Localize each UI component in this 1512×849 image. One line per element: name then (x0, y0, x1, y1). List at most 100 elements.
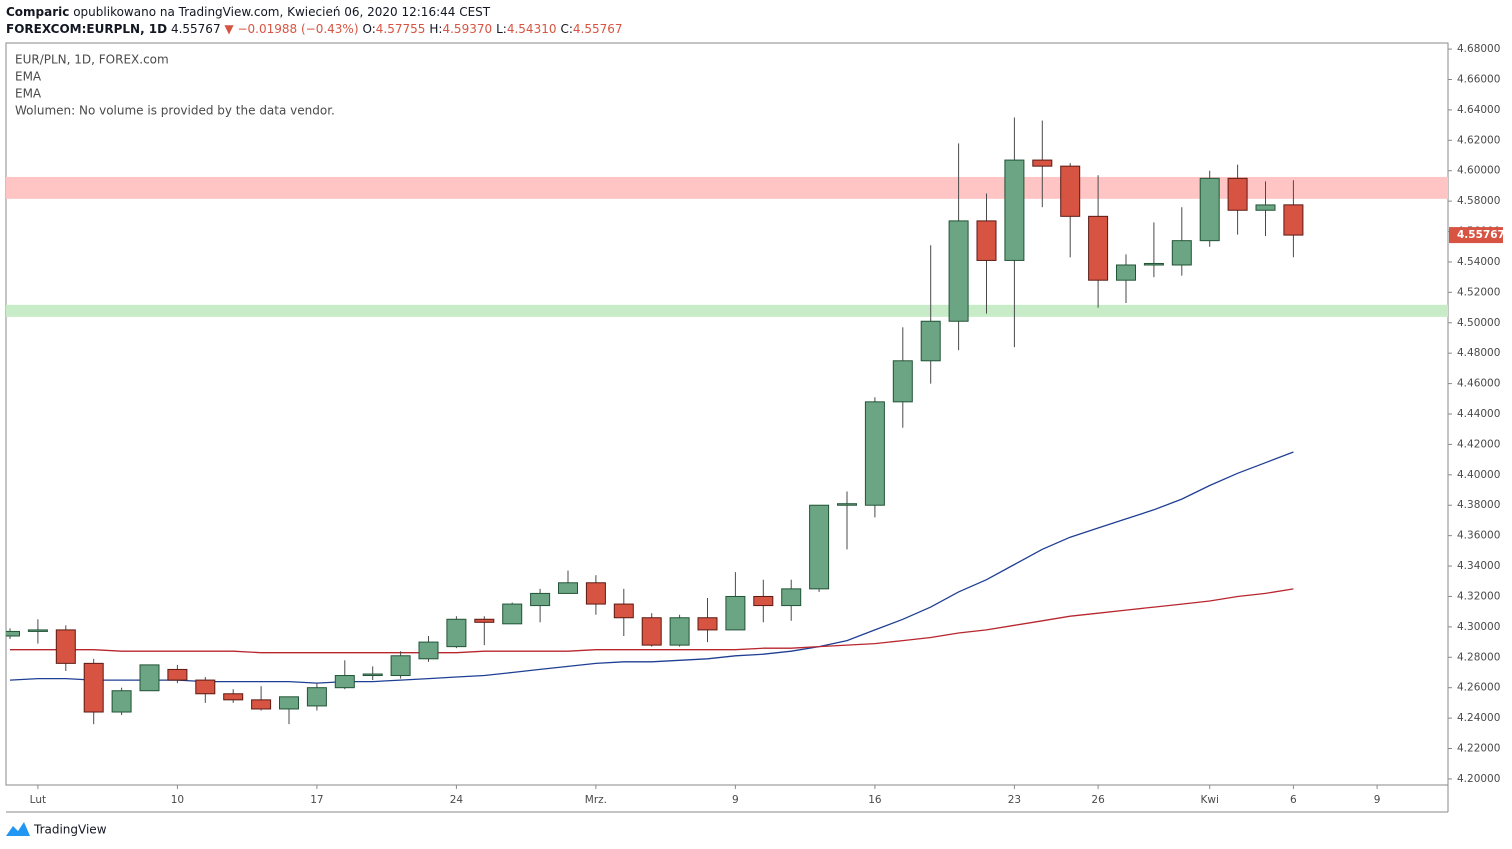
candle-body (1143, 262, 1164, 266)
y-tick-label: 4.52000 (1457, 286, 1500, 298)
zone (6, 176, 1448, 199)
ohlc-value: 4.55767 (573, 22, 623, 36)
x-tick-label: 23 (1008, 794, 1021, 806)
candle-body (251, 699, 272, 710)
y-tick-label: 4.46000 (1457, 378, 1500, 390)
candle-body (892, 360, 913, 403)
published-text: opublikowano na TradingView.com, Kwiecie… (73, 5, 491, 19)
candle-body (781, 588, 802, 607)
y-tick-label: 4.34000 (1457, 560, 1500, 572)
y-tick-label: 4.50000 (1457, 317, 1500, 329)
candle-body (1171, 240, 1192, 266)
y-tick-label: 4.30000 (1457, 621, 1500, 633)
candle-body (585, 582, 606, 605)
candle-body (111, 690, 132, 713)
last: 4.55767 (171, 22, 221, 36)
candle-body (446, 618, 467, 648)
candle-body (948, 220, 969, 322)
x-tick-label: Mrz. (585, 794, 607, 806)
candle-body (669, 617, 690, 646)
symbol-legend: EUR/PLN, 1D, FOREX.com (15, 53, 169, 67)
logo-icon (6, 822, 30, 836)
candle-body (474, 618, 495, 623)
volume-note: Wolumen: No volume is provided by the da… (15, 104, 335, 118)
candle-body (195, 679, 216, 695)
x-tick-label: 17 (310, 794, 323, 806)
candle-body (558, 582, 578, 594)
ohlc-label: O: (363, 22, 376, 36)
y-tick-label: 4.42000 (1457, 438, 1500, 450)
publisher: Comparic (6, 5, 69, 19)
candle-body (864, 401, 885, 506)
y-tick-label: 4.64000 (1457, 104, 1500, 116)
brand-logo (6, 822, 30, 836)
candle-body (613, 603, 634, 619)
candle-body (279, 696, 299, 710)
y-tick-label: 4.66000 (1457, 73, 1500, 85)
candle-body (1283, 204, 1304, 236)
y-tick-label: 4.58000 (1457, 195, 1500, 207)
candle-body (167, 668, 188, 681)
plot (6, 117, 1448, 725)
candle-body (390, 655, 411, 677)
candle-body (530, 592, 551, 607)
y-tick-label: 4.26000 (1457, 682, 1500, 694)
ohlc-label: H: (429, 22, 442, 36)
last-price-box (1449, 227, 1503, 244)
y-tick-label: 4.48000 (1457, 347, 1500, 359)
candle-body (1199, 177, 1220, 242)
ohlc-value: 4.59370 (442, 22, 492, 36)
y-tick-label: 4.68000 (1457, 43, 1500, 55)
y-tick-label: 4.40000 (1457, 469, 1500, 481)
y-tick-label: 4.32000 (1457, 590, 1500, 602)
y-tick-label: 4.36000 (1457, 530, 1500, 542)
candle-body (753, 595, 774, 607)
candle-body (837, 503, 857, 506)
candle-body (920, 320, 941, 362)
ohlc-label: L: (496, 22, 507, 36)
candle-body (1004, 159, 1025, 261)
ohlc-value: 4.54310 (507, 22, 557, 36)
x-tick-label: 10 (171, 794, 184, 806)
ema-legend: EMA (15, 87, 42, 101)
y-tick-label: 4.54000 (1457, 256, 1500, 268)
change: −0.01988 (−0.43%) (237, 22, 358, 36)
x-tick-label: 6 (1290, 794, 1297, 806)
candle-body (1227, 177, 1248, 211)
candle-body (809, 504, 830, 590)
y-tick-label: 4.24000 (1457, 712, 1500, 724)
brand: TradingView (33, 823, 107, 837)
y-tick-label: 4.28000 (1457, 651, 1500, 663)
x-tick-label: Lut (30, 794, 46, 806)
header-line-2: FOREXCOM:EURPLN, 1D 4.55767 ▼ −0.01988 (… (6, 22, 623, 36)
candle-body (697, 617, 718, 631)
candle-body (1255, 204, 1276, 211)
candle-body (83, 662, 104, 713)
last-price-label: 4.55767 (1457, 229, 1505, 241)
ema-line (10, 588, 1294, 654)
candle-body (1116, 264, 1136, 281)
candle-body (334, 675, 355, 689)
candle-body (976, 220, 997, 261)
x-tick-label: 26 (1091, 794, 1105, 806)
y-tick-label: 4.38000 (1457, 499, 1500, 511)
symbol: FOREXCOM:EURPLN, 1D (6, 22, 167, 36)
x-tick-label: 9 (732, 794, 739, 806)
candle-body (1088, 215, 1109, 281)
y-tick-label: 4.62000 (1457, 134, 1500, 146)
candle-body (641, 617, 662, 646)
y-tick-label: 4.22000 (1457, 743, 1500, 755)
candle-body (362, 673, 383, 677)
y-tick-label: 4.44000 (1457, 408, 1500, 420)
y-tick-label: 4.20000 (1457, 773, 1500, 785)
x-tick-label: 9 (1374, 794, 1381, 806)
ohlc-value: 4.57755 (376, 22, 426, 36)
candle-body (306, 687, 327, 707)
candle-body (55, 629, 76, 664)
candle-body (1060, 165, 1081, 217)
zone (6, 304, 1448, 317)
x-tick-label: 24 (450, 794, 464, 806)
candle-body (223, 693, 244, 701)
